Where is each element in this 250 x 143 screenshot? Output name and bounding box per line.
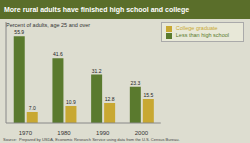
- svg-text:1990: 1990: [96, 130, 110, 135]
- html-text:Less than high school: Less than high school: [175, 32, 229, 38]
- html-text:More rural adults have finishe: More rural adults have finished high sch…: [4, 6, 190, 13]
- svg-text:7.0: 7.0: [29, 105, 36, 111]
- html-text:Source: Prepared by USDA, Econ: Source: Prepared by USDA, Economic Resea…: [3, 137, 180, 142]
- svg-text:23.3: 23.3: [130, 80, 140, 86]
- html-text:College graduate: College graduate: [175, 25, 218, 31]
- svg-text:41.6: 41.6: [53, 51, 63, 57]
- svg-text:31.2: 31.2: [92, 68, 102, 74]
- svg-text:2000: 2000: [135, 130, 149, 135]
- html-text:Percent of adults, age 25 and: Percent of adults, age 25 and over: [6, 22, 91, 28]
- svg-text:10.9: 10.9: [66, 99, 76, 105]
- svg-text:1980: 1980: [57, 130, 71, 135]
- svg-text:1970: 1970: [19, 130, 33, 135]
- svg-text:15.5: 15.5: [143, 92, 153, 98]
- svg-text:55.9: 55.9: [14, 29, 24, 35]
- svg-text:12.8: 12.8: [105, 96, 115, 102]
